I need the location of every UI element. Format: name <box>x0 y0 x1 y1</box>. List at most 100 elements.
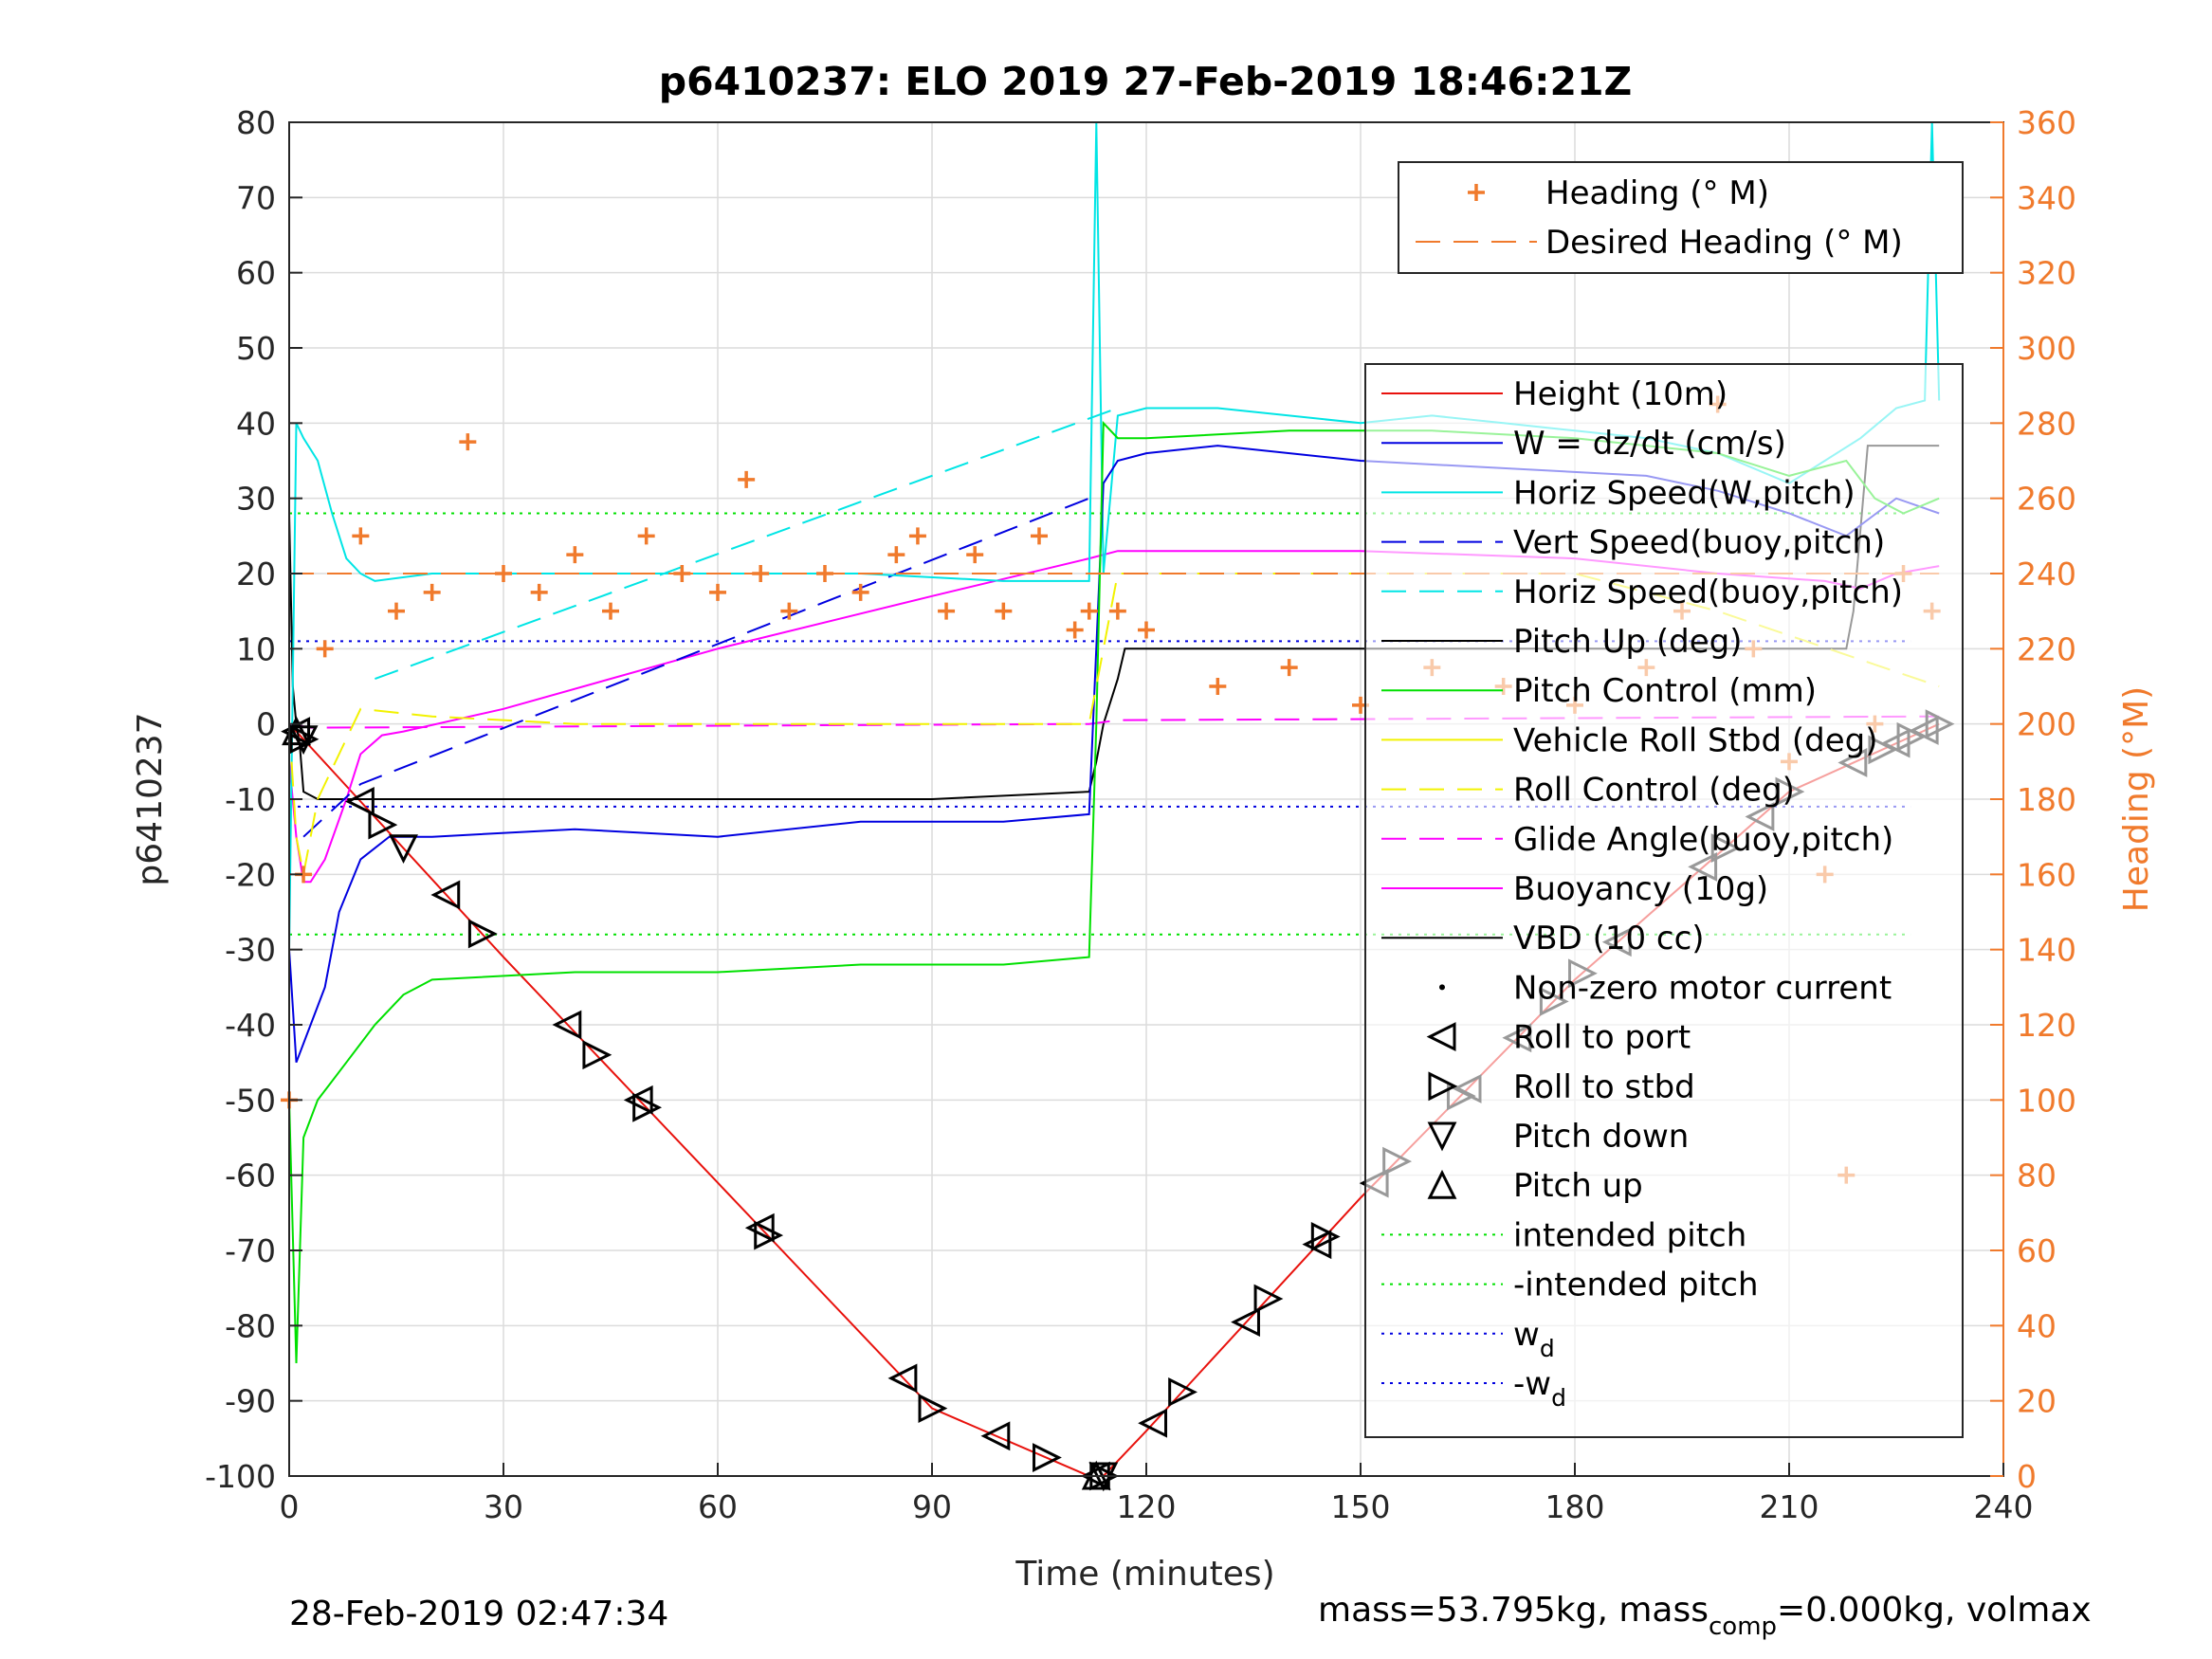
y-right-tick-label: 300 <box>2017 330 2076 367</box>
y-tick-label: -70 <box>225 1232 276 1269</box>
legend-label-text: w <box>1513 1316 1540 1354</box>
heading-point <box>887 546 905 564</box>
heading-point <box>1080 602 1098 620</box>
legend-main: Height (10m) W = dz/dt (cm/s) Horiz Speed(… <box>1364 363 1964 1438</box>
footer-mass-rest: =0.000kg, volmax <box>1777 1591 2092 1630</box>
heading-point <box>637 527 655 545</box>
heading-point <box>851 583 869 601</box>
legend-label-text: Roll Control (deg) <box>1513 772 1795 810</box>
series-line-vert-speed-buoy-pitch <box>302 497 1090 838</box>
y-tick-label: 80 <box>236 104 276 141</box>
y-tick-label: -50 <box>225 1082 276 1119</box>
legend-heading-box <box>1398 161 1964 274</box>
y-tick-label: -90 <box>225 1383 276 1420</box>
legend-label: intended pitch <box>1513 1216 1746 1254</box>
legend-label: Roll to port <box>1513 1019 1691 1057</box>
pitch-down-marker <box>389 834 418 865</box>
legend-label-text: Roll to port <box>1513 1019 1691 1057</box>
footer-mass-text: mass=53.795kg, mass <box>1318 1591 1709 1630</box>
heading-point <box>780 602 798 620</box>
legend-label: Buoyancy (10g) <box>1513 870 1768 908</box>
roll-to-port-marker <box>623 1085 653 1115</box>
y-right-tick-label: 280 <box>2017 405 2076 442</box>
heading-point <box>738 470 756 488</box>
legend-label: Pitch down <box>1513 1118 1689 1156</box>
y-tick-label: -20 <box>225 856 276 893</box>
roll-to-stbd-marker <box>467 919 498 949</box>
legend-label: -intended pitch <box>1513 1267 1759 1304</box>
roll-to-port-marker <box>552 1010 582 1040</box>
legend-sample <box>1428 1071 1458 1102</box>
roll-to-port-marker <box>430 880 461 910</box>
legend-label-text: Horiz Speed(buoy,pitch) <box>1513 574 1903 611</box>
y-tick-label: 50 <box>236 330 276 367</box>
legend-sample <box>1468 184 1485 201</box>
y-right-tick-label: 200 <box>2017 706 2076 743</box>
legend-main-box <box>1364 363 1964 1438</box>
legend-label-text: Pitch Control (mm) <box>1513 672 1817 710</box>
y-tick-label: -30 <box>225 932 276 969</box>
legend-label-text: Heading (° M) <box>1545 174 1769 212</box>
y-right-tick-label: 340 <box>2017 179 2076 216</box>
heading-point <box>709 583 726 601</box>
y-tick-label: -100 <box>205 1458 276 1495</box>
series-line-horiz-speed-buoy-pitch <box>375 407 1119 681</box>
roll-to-stbd-marker <box>1310 1222 1341 1251</box>
y-right-tick-label: 20 <box>2017 1383 2057 1420</box>
x-axis-label: Time (minutes) <box>1015 1555 1274 1594</box>
heading-point <box>1209 678 1227 695</box>
y-right-tick-label: 180 <box>2017 781 2076 818</box>
y-tick-label: 70 <box>236 179 276 216</box>
roll-to-stbd-marker <box>582 1040 612 1070</box>
roll-to-port-marker <box>1302 1230 1332 1260</box>
legend-label: wd <box>1513 1316 1555 1362</box>
legend-sample <box>1427 1169 1457 1199</box>
roll-to-port-marker <box>980 1421 1011 1451</box>
y-right-tick-label: 40 <box>2017 1307 2057 1344</box>
roll-to-stbd-marker <box>754 1220 784 1250</box>
y-tick-label: -80 <box>225 1307 276 1344</box>
x-tick-label: 0 <box>280 1488 300 1525</box>
legend-label: Vert Speed(buoy,pitch) <box>1513 524 1885 562</box>
x-tick-label: 210 <box>1760 1488 1819 1525</box>
heading-point <box>388 602 405 620</box>
roll-to-stbd-marker <box>1168 1376 1198 1407</box>
y-right-tick-label: 80 <box>2017 1158 2057 1194</box>
legend-label: Pitch Control (mm) <box>1513 672 1817 710</box>
legend-label: -wd <box>1513 1365 1566 1412</box>
legend-label-text: Pitch down <box>1513 1118 1689 1156</box>
x-tick-label: 150 <box>1331 1488 1391 1525</box>
heading-point <box>1108 602 1126 620</box>
legend-label: W = dz/dt (cm/s) <box>1513 425 1786 463</box>
heading-point <box>1066 621 1084 639</box>
x-tick-label: 120 <box>1117 1488 1177 1525</box>
legend-label-sub: d <box>1551 1384 1566 1412</box>
legend-label-text: Buoyancy (10g) <box>1513 870 1768 908</box>
roll-to-stbd-marker <box>1033 1443 1062 1472</box>
legend-label-text: Roll to stbd <box>1513 1068 1695 1106</box>
legend-label: Glide Angle(buoy,pitch) <box>1513 821 1893 859</box>
y-tick-label: -10 <box>225 781 276 818</box>
x-tick-label: 60 <box>698 1488 738 1525</box>
y-right-tick-label: 160 <box>2017 856 2076 893</box>
legend-label: Height (10m) <box>1513 375 1728 413</box>
heading-point <box>602 602 619 620</box>
y-tick-label: 30 <box>236 481 276 518</box>
y-right-tick-label: 320 <box>2017 255 2076 292</box>
heading-point <box>352 527 370 545</box>
x-tick-label: 180 <box>1545 1488 1605 1525</box>
y-right-tick-label: 360 <box>2017 104 2076 141</box>
pitch-down-marker <box>288 725 319 756</box>
roll-to-port-marker <box>1231 1307 1260 1338</box>
x-tick-label: 240 <box>1974 1488 2034 1525</box>
heading-point <box>908 527 926 545</box>
legend-label: Non-zero motor current <box>1513 969 1892 1007</box>
legend-label-text: -w <box>1513 1365 1551 1403</box>
legend-label: Roll to stbd <box>1513 1068 1695 1106</box>
y-axis-label: p6410237 <box>131 712 170 885</box>
heading-point <box>423 583 441 601</box>
chart-title: p6410237: ELO 2019 27-Feb-2019 18:46:21Z <box>659 59 1633 104</box>
legend-label: Roll Control (deg) <box>1513 772 1795 810</box>
legend-label: Horiz Speed(buoy,pitch) <box>1513 574 1903 611</box>
